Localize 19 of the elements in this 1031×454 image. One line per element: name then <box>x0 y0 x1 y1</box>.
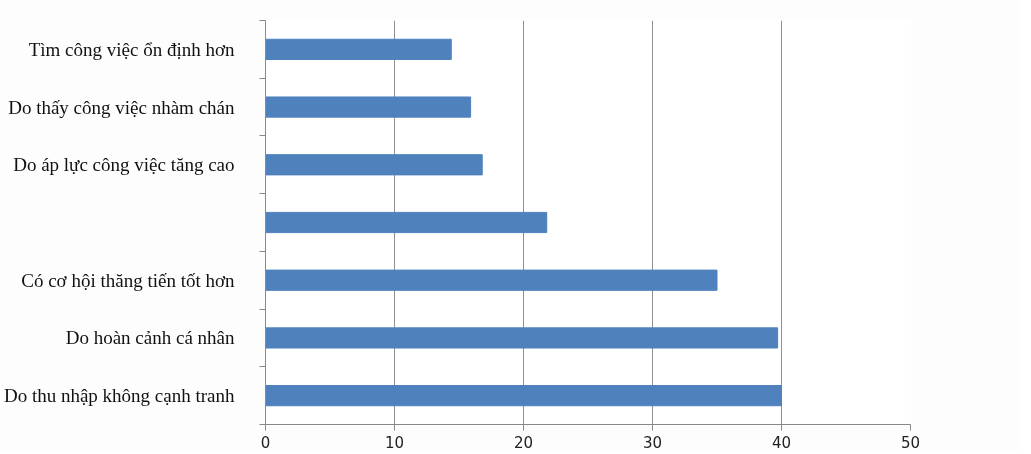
x-tick-label: 20 <box>513 433 534 452</box>
x-tick-label: 30 <box>642 433 663 452</box>
x-tick-label: 0 <box>260 433 271 452</box>
x-tick-label: 40 <box>771 433 792 452</box>
y-tick-label: Do thấy công việc nhàm chán <box>8 96 235 118</box>
y-tick-label: Do thu nhập không cạnh tranh <box>3 385 235 407</box>
bar <box>265 385 782 407</box>
bar <box>265 38 452 60</box>
bar <box>265 154 483 176</box>
bar <box>265 211 548 234</box>
x-tick-label: 50 <box>900 433 921 452</box>
y-tick-label: Tìm công việc ổn định hơn <box>28 38 235 60</box>
y-tick-label: Do hoàn cảnh cá nhân <box>65 327 235 349</box>
bar <box>265 96 472 118</box>
x-tick-label: 10 <box>384 433 405 452</box>
bar <box>265 327 779 349</box>
y-tick-label: Có cơ hội thăng tiến tốt hơn <box>21 269 235 291</box>
y-tick-label: Do áp lực công việc tăng cao <box>13 154 235 176</box>
bar <box>265 269 718 291</box>
